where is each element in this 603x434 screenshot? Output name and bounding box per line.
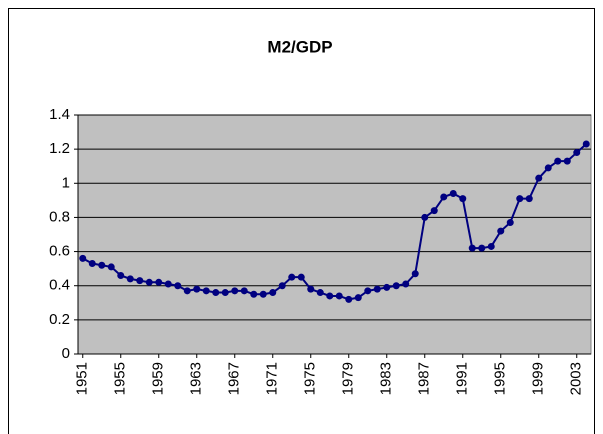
point [554, 157, 562, 165]
point [126, 275, 134, 283]
x-tick-label: 2003 [568, 362, 585, 395]
x-tick-label: 1951 [74, 362, 91, 395]
x-tick-label: 1963 [188, 362, 205, 395]
point [183, 287, 191, 295]
point [421, 213, 429, 221]
point [335, 292, 343, 300]
point [392, 282, 400, 290]
point [316, 289, 324, 297]
point [269, 289, 277, 297]
plot-area [77, 114, 592, 355]
x-tick-label: 1991 [454, 362, 471, 395]
y-tick-label: 0.4 [49, 277, 70, 294]
point [573, 149, 581, 157]
chart-title: M2/GDP [267, 37, 332, 56]
point [212, 289, 220, 297]
point [459, 195, 467, 203]
point [221, 289, 229, 297]
x-tick-label: 1967 [226, 362, 243, 395]
point [307, 285, 315, 293]
y-tick-label: 0 [62, 345, 70, 362]
x-tick-label: 1995 [492, 362, 509, 395]
point [383, 283, 391, 291]
point [582, 140, 590, 148]
point [497, 227, 505, 235]
point [487, 242, 495, 250]
point [402, 280, 410, 288]
point [79, 254, 87, 262]
y-tick-label: 1.4 [49, 106, 70, 123]
x-tick-label: 1999 [530, 362, 547, 395]
point [373, 285, 381, 293]
point [202, 287, 210, 295]
point [136, 277, 144, 285]
point [117, 271, 125, 279]
x-tick-label: 1971 [264, 362, 281, 395]
point [145, 278, 153, 286]
point [240, 287, 248, 295]
point [164, 280, 172, 288]
point [88, 260, 96, 268]
point [440, 193, 448, 201]
point [326, 292, 334, 300]
y-tick-label: 1 [62, 174, 70, 191]
point [354, 294, 362, 302]
point [516, 195, 524, 203]
point [278, 282, 286, 290]
point [288, 273, 296, 281]
y-tick-label: 0.8 [49, 208, 70, 225]
x-tick-label: 1955 [112, 362, 129, 395]
y-tick-label: 0.6 [49, 243, 70, 260]
point [525, 195, 533, 203]
x-tick-label: 1959 [150, 362, 167, 395]
point [364, 287, 372, 295]
x-tick-label: 1979 [340, 362, 357, 395]
point [107, 263, 115, 271]
point [544, 164, 552, 172]
point [468, 244, 476, 252]
point [449, 190, 457, 198]
point [535, 174, 543, 182]
point [345, 295, 353, 303]
point [174, 282, 182, 290]
point [193, 285, 201, 293]
point [259, 290, 267, 298]
point [155, 278, 163, 286]
point [250, 290, 258, 298]
point [506, 219, 514, 227]
point [430, 207, 438, 215]
point [563, 157, 571, 165]
x-tick-label: 1983 [378, 362, 395, 395]
point [411, 270, 419, 278]
point [98, 261, 106, 269]
point [478, 244, 486, 252]
x-tick-label: 1975 [302, 362, 319, 395]
y-tick-label: 1.2 [49, 140, 70, 157]
y-tick-label: 0.2 [49, 311, 70, 328]
x-tick-label: 1987 [416, 362, 433, 395]
point [297, 273, 305, 281]
point [231, 287, 239, 295]
